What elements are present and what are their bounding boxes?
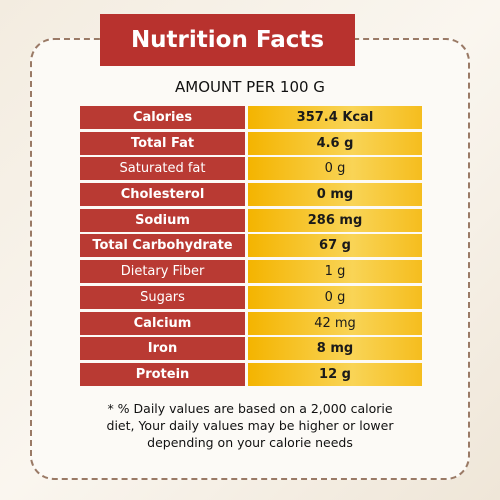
nutrient-amount: 0 g bbox=[248, 285, 422, 309]
table-row: Sodium 286 mg bbox=[80, 208, 422, 232]
title: Nutrition Facts bbox=[130, 27, 325, 53]
footnote-line: diet, Your daily values may be higher or… bbox=[106, 418, 394, 433]
nutrient-amount: 42 mg bbox=[248, 311, 422, 335]
nutrient-name: Sugars bbox=[80, 285, 245, 309]
nutrient-name: Total Carbohydrate bbox=[80, 234, 245, 258]
nutrient-name: Saturated fat bbox=[80, 157, 245, 181]
nutrient-name: Dietary Fiber bbox=[80, 260, 245, 284]
nutrient-name: Iron bbox=[80, 337, 245, 361]
nutrient-amount: 4.6 g bbox=[248, 131, 422, 155]
nutrient-amount: 67 g bbox=[248, 234, 422, 258]
footnote: * % Daily values are based on a 2,000 ca… bbox=[0, 400, 500, 451]
table-row: Cholesterol 0 mg bbox=[80, 183, 422, 207]
table-row: Sugars 0 g bbox=[80, 285, 422, 309]
table-row: Protein 12 g bbox=[80, 362, 422, 386]
footnote-line: depending on your calorie needs bbox=[147, 435, 353, 450]
table-row: Saturated fat 0 g bbox=[80, 157, 422, 181]
nutrient-amount: 0 g bbox=[248, 157, 422, 181]
nutrient-name: Calcium bbox=[80, 311, 245, 335]
nutrient-amount: 0 mg bbox=[248, 183, 422, 207]
nutrition-table: Calories 357.4 Kcal Total Fat 4.6 g Saturate… bbox=[80, 106, 422, 389]
table-row: Total Carbohydrate 67 g bbox=[80, 234, 422, 258]
nutrient-amount: 12 g bbox=[248, 362, 422, 386]
subtitle: AMOUNT PER 100 G bbox=[175, 78, 325, 96]
table-row: Calcium 42 mg bbox=[80, 311, 422, 335]
nutrient-name: Total Fat bbox=[80, 131, 245, 155]
nutrient-amount: 286 mg bbox=[248, 208, 422, 232]
nutrient-name: Cholesterol bbox=[80, 183, 245, 207]
title-banner: Nutrition Facts bbox=[100, 14, 355, 66]
nutrient-amount: 8 mg bbox=[248, 337, 422, 361]
nutrient-amount: 1 g bbox=[248, 260, 422, 284]
table-row: Iron 8 mg bbox=[80, 337, 422, 361]
table-row: Calories 357.4 Kcal bbox=[80, 106, 422, 129]
nutrient-amount: 357.4 Kcal bbox=[248, 106, 422, 129]
table-row: Total Fat 4.6 g bbox=[80, 131, 422, 155]
nutrient-name: Calories bbox=[80, 106, 245, 129]
nutrient-name: Protein bbox=[80, 362, 245, 386]
table-row: Dietary Fiber 1 g bbox=[80, 260, 422, 284]
footnote-line: * % Daily values are based on a 2,000 ca… bbox=[107, 401, 393, 416]
nutrient-name: Sodium bbox=[80, 208, 245, 232]
